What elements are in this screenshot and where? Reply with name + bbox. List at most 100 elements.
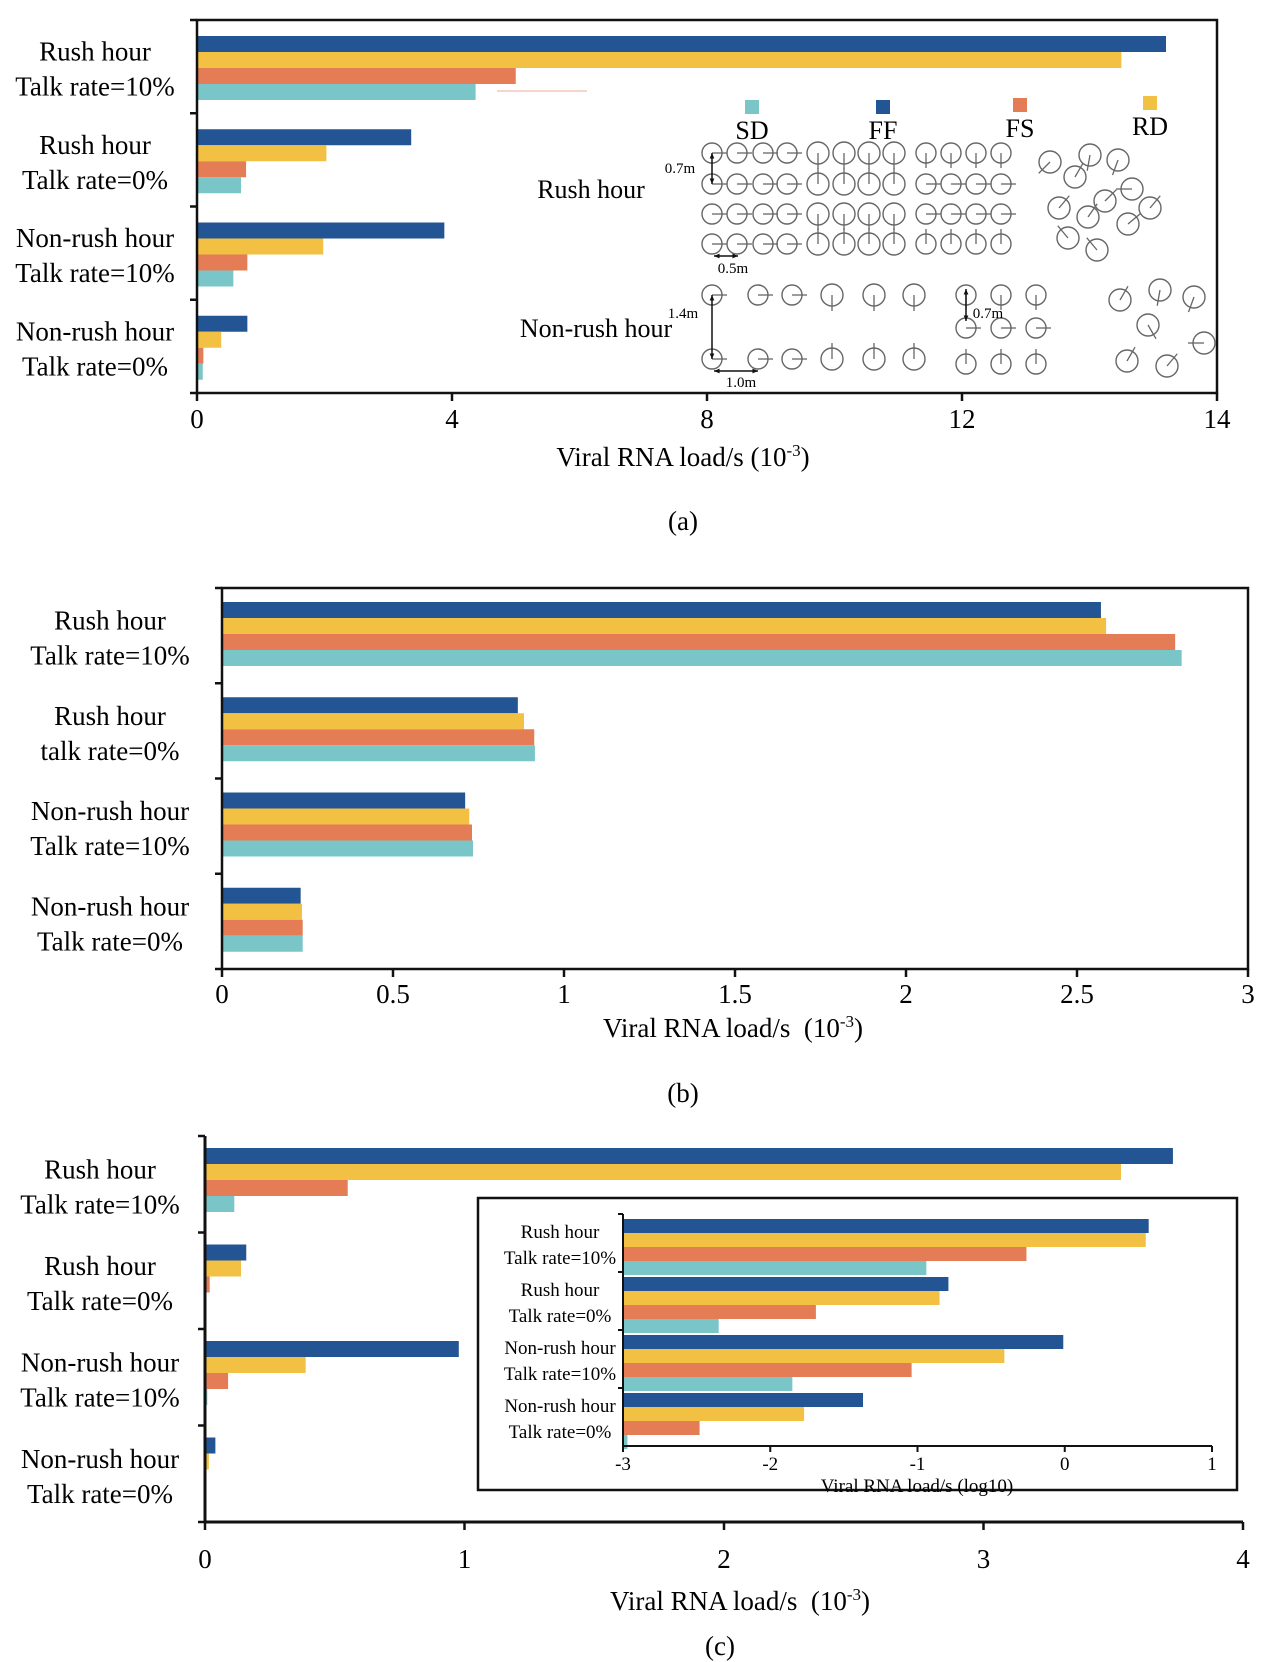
bar-rd-1	[197, 52, 1122, 68]
x-axis-title-suffix: )	[801, 442, 810, 472]
inset-bar-ff-2	[623, 1277, 949, 1291]
person-circle-icon	[1093, 189, 1117, 213]
bar-fs-2	[197, 161, 247, 178]
category-label: Non-rush hour	[21, 1347, 179, 1377]
bar-fs-1	[205, 1180, 348, 1196]
person-circle-icon	[1056, 226, 1080, 250]
bar-rd-4	[205, 1453, 209, 1470]
bar-sd-3	[222, 840, 474, 857]
x-tick-label: 1	[557, 979, 571, 1009]
category-label: Talk rate=0%	[27, 1479, 173, 1509]
bar-rd-4	[222, 903, 303, 920]
bar-ff-3	[197, 222, 445, 239]
person-circle-icon	[1108, 288, 1132, 312]
arrowhead-icon	[752, 368, 758, 374]
bar-ff-1	[205, 1148, 1173, 1164]
category-label: Talk rate=10%	[30, 831, 190, 861]
category-label: Rush hour	[44, 1154, 156, 1184]
facing-direction-mark	[1057, 225, 1069, 239]
bar-fs-4	[197, 347, 204, 364]
bar-fs-3	[197, 254, 248, 271]
legend-swatch-sd	[745, 100, 759, 114]
x-tick-label: 1	[458, 1544, 472, 1574]
inset-category-label: Rush hour	[521, 1280, 600, 1301]
inset-bar-ff-4	[623, 1393, 864, 1407]
x-tick-label: 1.5	[718, 979, 752, 1009]
bar-ff-4	[222, 887, 301, 904]
category-label: Talk rate=10%	[30, 641, 190, 671]
x-axis-title-main: Viral RNA load/s (10	[603, 1013, 840, 1043]
category-label: Non-rush hour	[31, 891, 189, 921]
inset-category-label: Talk rate=10%	[504, 1248, 616, 1269]
bar-sd-1	[197, 84, 476, 100]
diagram-row-label-rush: Rush hour	[537, 175, 645, 204]
person-circle-icon	[1182, 285, 1206, 309]
category-label: Talk rate=10%	[15, 258, 175, 288]
x-tick-label: 0	[198, 1544, 212, 1574]
facing-direction-mark	[1038, 161, 1051, 174]
x-tick-label: 0	[215, 979, 229, 1009]
x-tick-label: 3	[1241, 979, 1255, 1009]
category-label: Rush hour	[54, 606, 166, 636]
bar-ff-1	[222, 602, 1101, 618]
facing-direction-mark	[1147, 324, 1157, 340]
inset-category-label: Non-rush hour	[504, 1338, 616, 1359]
person-circle-icon	[1038, 150, 1062, 174]
person-circle-icon	[1063, 165, 1087, 189]
inset-x-tick-label: -2	[762, 1454, 778, 1475]
arrowhead-icon	[709, 153, 715, 159]
bar-rd-1	[222, 618, 1107, 634]
facing-direction-mark	[1058, 195, 1070, 209]
bar-ff-4	[197, 315, 248, 332]
bar-rd-1	[205, 1164, 1122, 1180]
category-label: Rush hour	[54, 701, 166, 731]
arrowhead-icon	[714, 368, 720, 374]
x-tick-label: 2	[717, 1544, 731, 1574]
bar-rd-3	[205, 1357, 306, 1373]
category-label: Non-rush hour	[16, 223, 174, 253]
facing-direction-mark	[1104, 189, 1117, 202]
bar-sd-3	[197, 270, 234, 287]
person-circle-icon	[1078, 143, 1102, 167]
inset-bar-ff-3	[623, 1335, 1064, 1349]
category-label: Talk rate=10%	[20, 1382, 180, 1412]
inset-x-tick-label: 1	[1207, 1454, 1217, 1475]
panel-caption: (a)	[668, 506, 698, 536]
facing-direction-mark	[1156, 289, 1161, 306]
x-axis-title-suffix: )	[861, 1586, 870, 1616]
person-circle-icon	[1138, 196, 1162, 220]
person-circle-icon	[1085, 238, 1109, 262]
bar-ff-2	[222, 697, 518, 714]
arrowhead-icon	[963, 289, 969, 295]
x-tick-label: 12	[949, 404, 976, 434]
legend-label-ff: FF	[869, 116, 898, 145]
facing-direction-mark	[1074, 162, 1084, 178]
x-axis-title-exponent: -3	[786, 441, 800, 460]
bar-rd-3	[197, 238, 324, 255]
x-axis-title-main: Viral RNA load/s (10	[556, 442, 786, 472]
dimension-label: 0.7m	[973, 306, 1004, 322]
category-label: Talk rate=0%	[22, 351, 168, 381]
panel-caption: (c)	[705, 1631, 735, 1661]
bar-fs-2	[222, 729, 535, 746]
dimension-label: 0.5m	[718, 261, 749, 277]
category-label: Rush hour	[39, 130, 151, 160]
panel-c: Rush hour Talk rate=10% Rush hour Talk rate…	[20, 1134, 1250, 1661]
arrowhead-icon	[709, 178, 715, 184]
x-axis-title-exponent: -3	[840, 1012, 854, 1031]
inset-bar-rd-2	[623, 1291, 940, 1305]
panel-caption: (b)	[667, 1078, 698, 1108]
category-label: Rush hour	[39, 37, 151, 67]
legend-label-rd: RD	[1132, 112, 1168, 141]
bar-ff-4	[205, 1437, 216, 1454]
x-tick-label: 8	[700, 404, 714, 434]
bar-rd-2	[222, 713, 524, 730]
facing-direction-mark	[1187, 296, 1195, 313]
x-tick-label: 4	[1236, 1544, 1250, 1574]
inset-bar-rd-1	[623, 1233, 1146, 1247]
category-label: Talk rate=10%	[15, 72, 175, 102]
inset-bar-rd-4	[623, 1407, 805, 1421]
person-circle-icon	[1047, 196, 1071, 220]
x-axis-title: Viral RNA load/s (10-3)	[556, 441, 809, 472]
